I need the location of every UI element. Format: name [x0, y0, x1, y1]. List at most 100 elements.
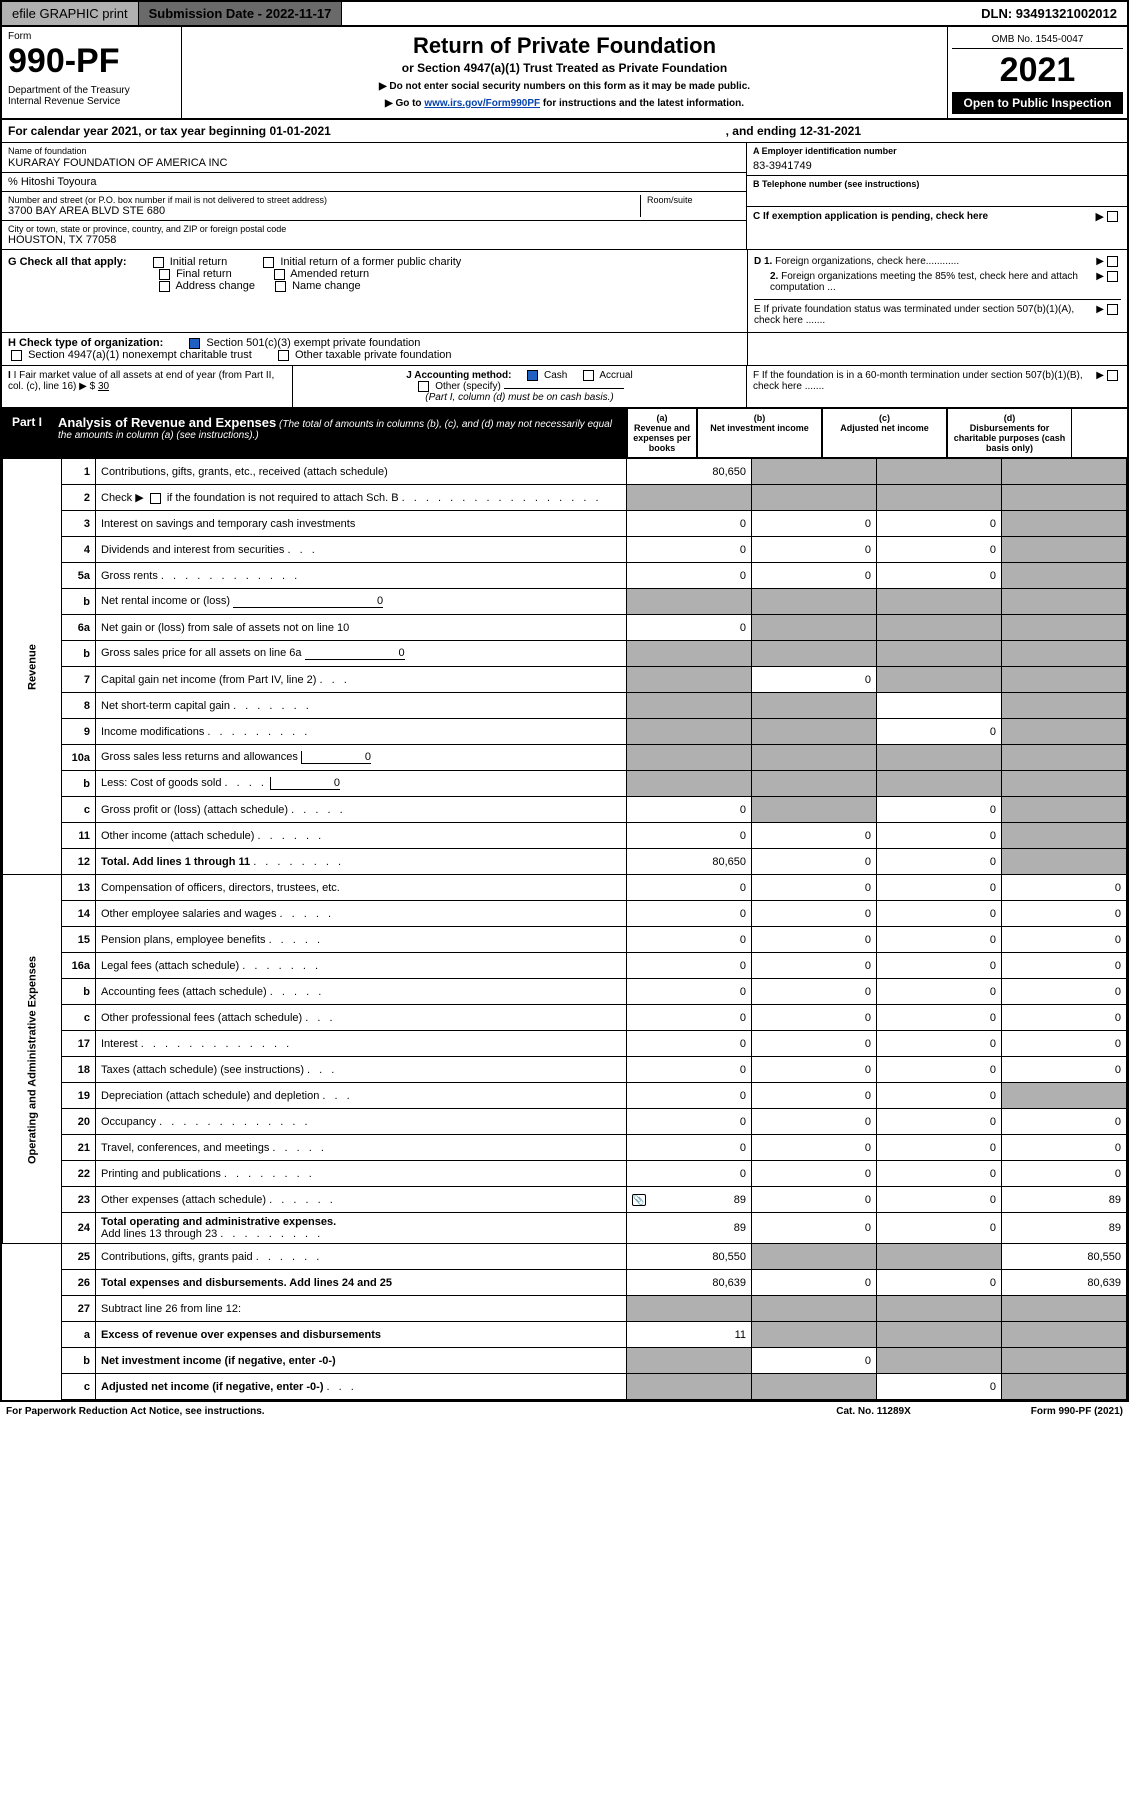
amt-5ac: 0 — [877, 563, 1002, 589]
amt-18a: 0 — [627, 1057, 752, 1083]
desc-10c: Gross profit or (loss) (attach schedule)… — [96, 797, 627, 823]
instruction-link[interactable]: www.irs.gov/Form990PF — [424, 98, 540, 109]
ein: 83-3941749 — [753, 160, 1121, 172]
ln-7: 7 — [62, 667, 96, 693]
amt-16cd: 0 — [1002, 1005, 1127, 1031]
desc-10a: Gross sales less returns and allowances … — [96, 745, 627, 771]
col-c-lbl: Adjusted net income — [840, 423, 929, 433]
amt-22b: 0 — [752, 1161, 877, 1187]
cal-a: For calendar year 2021, or tax year begi… — [8, 124, 331, 138]
desc-3: Interest on savings and temporary cash i… — [96, 511, 627, 537]
h-o1: Section 501(c)(3) exempt private foundat… — [206, 337, 420, 349]
ln-6a: 6a — [62, 615, 96, 641]
desc-12: Total. Add lines 1 through 11 . . . . . … — [96, 849, 627, 875]
attachment-icon[interactable]: 📎 — [632, 1194, 646, 1206]
f-checkbox[interactable] — [1107, 370, 1118, 381]
desc-10b: Less: Cost of goods sold . . . . 0 — [96, 771, 627, 797]
h-501c3-checkbox[interactable] — [189, 338, 200, 349]
h-other-checkbox[interactable] — [278, 350, 289, 361]
desc-1: Contributions, gifts, grants, etc., rece… — [96, 459, 627, 485]
amt-17c: 0 — [877, 1031, 1002, 1057]
g-o5: Amended return — [290, 268, 369, 280]
amt-16cc: 0 — [877, 1005, 1002, 1031]
amt-13c: 0 — [877, 875, 1002, 901]
ln-21: 21 — [62, 1135, 96, 1161]
d1-checkbox[interactable] — [1107, 256, 1118, 267]
amt-17a: 0 — [627, 1031, 752, 1057]
desc-19: Depreciation (attach schedule) and deple… — [96, 1083, 627, 1109]
ln-4: 4 — [62, 537, 96, 563]
footer-form: Form 990-PF (2021) — [1031, 1406, 1123, 1417]
ln-16b: b — [62, 979, 96, 1005]
amt-11c: 0 — [877, 823, 1002, 849]
desc-25: Contributions, gifts, grants paid . . . … — [96, 1244, 627, 1270]
exemption-checkbox[interactable] — [1107, 211, 1118, 222]
g-o3: Address change — [175, 280, 255, 292]
ln-15: 15 — [62, 927, 96, 953]
g-initial-public-checkbox[interactable] — [263, 257, 274, 268]
j-accrual-checkbox[interactable] — [583, 370, 594, 381]
col-d-tag: (d) — [1004, 413, 1016, 423]
j-other-checkbox[interactable] — [418, 381, 429, 392]
d2-checkbox[interactable] — [1107, 271, 1118, 282]
desc-27c: Adjusted net income (if negative, enter … — [96, 1374, 627, 1400]
col-d-lbl: Disbursements for charitable purposes (c… — [954, 423, 1066, 453]
amt-13a: 0 — [627, 875, 752, 901]
amt-27bb: 0 — [752, 1348, 877, 1374]
instruction-1: ▶ Do not enter social security numbers o… — [188, 81, 941, 92]
g-amended-checkbox[interactable] — [274, 269, 285, 280]
ln-23: 23 — [62, 1187, 96, 1213]
cal-b: , and ending 12-31-2021 — [726, 124, 861, 138]
ln-16a: 16a — [62, 953, 96, 979]
g-o6: Name change — [292, 280, 361, 292]
g-initial-checkbox[interactable] — [153, 257, 164, 268]
amt-4a: 0 — [627, 537, 752, 563]
amt-11b: 0 — [752, 823, 877, 849]
col-c-tag: (c) — [879, 413, 890, 423]
amt-3a: 0 — [627, 511, 752, 537]
dept-label: Department of the Treasury — [8, 85, 175, 96]
j-cash-checkbox[interactable] — [527, 370, 538, 381]
schb-checkbox[interactable] — [150, 493, 161, 504]
ln-20: 20 — [62, 1109, 96, 1135]
desc-17: Interest . . . . . . . . . . . . . — [96, 1031, 627, 1057]
amt-3c: 0 — [877, 511, 1002, 537]
g-name-checkbox[interactable] — [275, 281, 286, 292]
ln-27: 27 — [62, 1296, 96, 1322]
ln-2: 2 — [62, 485, 96, 511]
ln-6b: b — [62, 641, 96, 667]
page-footer: For Paperwork Reduction Act Notice, see … — [0, 1402, 1129, 1421]
g-address-checkbox[interactable] — [159, 281, 170, 292]
desc-26: Total expenses and disbursements. Add li… — [96, 1270, 627, 1296]
inspection-label: Open to Public Inspection — [952, 92, 1123, 114]
amt-17b: 0 — [752, 1031, 877, 1057]
ln-13: 13 — [62, 875, 96, 901]
h-4947-checkbox[interactable] — [11, 350, 22, 361]
ln-22: 22 — [62, 1161, 96, 1187]
desc-9: Income modifications . . . . . . . . . — [96, 719, 627, 745]
e-checkbox[interactable] — [1107, 304, 1118, 315]
h-o2: Section 4947(a)(1) nonexempt charitable … — [28, 349, 252, 361]
form-header: Form 990-PF Department of the Treasury I… — [2, 27, 1127, 120]
foundation-name: KURARAY FOUNDATION OF AMERICA INC — [8, 157, 740, 169]
g-o4: Initial return of a former public charit… — [280, 256, 461, 268]
amt-21b: 0 — [752, 1135, 877, 1161]
address: 3700 BAY AREA BLVD STE 680 — [8, 205, 640, 217]
ln-5b: b — [62, 589, 96, 615]
amt-15d: 0 — [1002, 927, 1127, 953]
amt-14c: 0 — [877, 901, 1002, 927]
footer-left: For Paperwork Reduction Act Notice, see … — [6, 1406, 265, 1417]
amt-18d: 0 — [1002, 1057, 1127, 1083]
dln: DLN: 93491321002012 — [971, 2, 1127, 25]
form-label: Form — [8, 31, 175, 42]
amt-16ad: 0 — [1002, 953, 1127, 979]
amt-16ac: 0 — [877, 953, 1002, 979]
amt-26d: 80,639 — [1002, 1270, 1127, 1296]
amt-19c: 0 — [877, 1083, 1002, 1109]
ln-14: 14 — [62, 901, 96, 927]
desc-6a: Net gain or (loss) from sale of assets n… — [96, 615, 627, 641]
ln-5a: 5a — [62, 563, 96, 589]
amt-21c: 0 — [877, 1135, 1002, 1161]
g-final-checkbox[interactable] — [159, 269, 170, 280]
desc-27a: Excess of revenue over expenses and disb… — [96, 1322, 627, 1348]
